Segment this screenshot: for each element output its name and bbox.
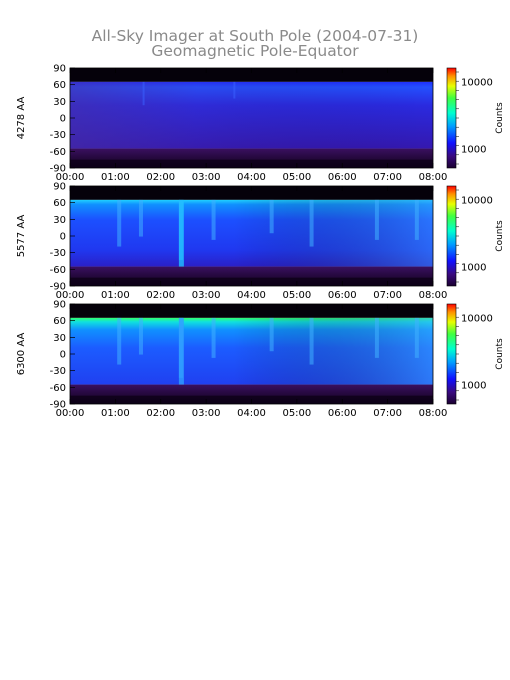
- auroral-streak: [138, 199, 143, 237]
- colorbar-tick-label: 1000: [461, 263, 486, 274]
- y-tick-label: -60: [50, 147, 66, 158]
- y-tick-label: 60: [53, 198, 66, 209]
- auroral-streak: [211, 317, 216, 358]
- colorbar-tick-label: 1000: [461, 145, 486, 156]
- auroral-streak: [178, 199, 184, 267]
- y-tick-label: -90: [50, 164, 66, 175]
- x-tick-label: 05:00: [282, 408, 311, 419]
- y-tick-label: -60: [50, 265, 66, 276]
- x-tick-label: 02:00: [146, 408, 175, 419]
- auroral-streak: [142, 81, 145, 106]
- x-tick-label: 01:00: [101, 408, 130, 419]
- heatmap-band-shading: [70, 317, 433, 385]
- x-tick-label: 08:00: [419, 172, 448, 183]
- x-tick-label: 03:00: [192, 290, 221, 301]
- auroral-streak: [309, 317, 314, 365]
- y-axis-label: 5577 AA: [16, 215, 27, 258]
- x-tick-label: 08:00: [419, 408, 448, 419]
- colorbar: [446, 67, 457, 169]
- colorbar-label: Counts: [495, 220, 505, 252]
- x-tick-label: 08:00: [419, 290, 448, 301]
- x-tick-label: 00:00: [56, 290, 85, 301]
- auroral-streak: [309, 199, 314, 247]
- x-tick-label: 04:00: [237, 290, 266, 301]
- auroral-streak: [269, 199, 274, 234]
- y-tick-label: 30: [53, 215, 66, 226]
- x-tick-label: 04:00: [237, 408, 266, 419]
- auroral-streak: [178, 317, 184, 385]
- x-tick-label: 06:00: [328, 172, 357, 183]
- y-tick-label: -30: [50, 366, 66, 377]
- colorbar-tick-label: 10000: [461, 78, 493, 89]
- colorbar-label: Counts: [495, 102, 505, 134]
- colorbar-tick-label: 10000: [461, 196, 493, 207]
- y-tick-label: 60: [53, 80, 66, 91]
- x-tick-label: 01:00: [101, 290, 130, 301]
- heatmap-band-shading: [70, 81, 433, 149]
- x-tick-label: 05:00: [282, 290, 311, 301]
- y-tick-label: 30: [53, 97, 66, 108]
- y-axis-label: 6300 AA: [16, 333, 27, 376]
- y-tick-label: 30: [53, 333, 66, 344]
- y-tick-label: 90: [53, 64, 66, 75]
- auroral-streak: [138, 317, 143, 355]
- y-tick-label: 90: [53, 182, 66, 193]
- auroral-streak: [117, 317, 122, 365]
- x-tick-label: 06:00: [328, 408, 357, 419]
- y-tick-label: -90: [50, 282, 66, 293]
- chart-subtitle: Geomagnetic Pole-Equator: [151, 42, 359, 60]
- auroral-streak: [233, 81, 236, 99]
- colorbar-tick-label: 10000: [461, 314, 493, 325]
- colorbar: [446, 303, 457, 405]
- x-tick-label: 07:00: [373, 408, 402, 419]
- auroral-streak: [211, 199, 216, 240]
- y-tick-label: -30: [50, 130, 66, 141]
- y-tick-label: -90: [50, 400, 66, 411]
- x-tick-label: 05:00: [282, 172, 311, 183]
- y-tick-label: 0: [60, 114, 66, 125]
- y-tick-label: 0: [60, 350, 66, 361]
- y-tick-label: -30: [50, 248, 66, 259]
- auroral-streak: [269, 317, 274, 352]
- auroral-streak: [414, 317, 419, 358]
- x-tick-label: 00:00: [56, 408, 85, 419]
- x-tick-label: 04:00: [237, 172, 266, 183]
- y-tick-label: 60: [53, 316, 66, 327]
- x-tick-label: 03:00: [192, 172, 221, 183]
- x-tick-label: 06:00: [328, 290, 357, 301]
- colorbar-label: Counts: [495, 338, 505, 370]
- colorbar-tick-label: 1000: [461, 381, 486, 392]
- auroral-streak: [414, 199, 419, 240]
- y-tick-label: 90: [53, 300, 66, 311]
- x-tick-label: 02:00: [146, 290, 175, 301]
- auroral-streak: [374, 199, 379, 240]
- heatmap-band-shading: [70, 199, 433, 267]
- auroral-streak: [374, 317, 379, 358]
- x-tick-label: 07:00: [373, 172, 402, 183]
- y-tick-label: 0: [60, 232, 66, 243]
- x-tick-label: 07:00: [373, 290, 402, 301]
- y-axis-label: 4278 AA: [16, 97, 27, 140]
- x-tick-label: 02:00: [146, 172, 175, 183]
- colorbar: [446, 185, 457, 287]
- x-tick-label: 00:00: [56, 172, 85, 183]
- x-tick-label: 03:00: [192, 408, 221, 419]
- auroral-streak: [117, 199, 122, 247]
- x-tick-label: 01:00: [101, 172, 130, 183]
- y-tick-label: -60: [50, 383, 66, 394]
- chart-title: All-Sky Imager at South Pole (2004-07-31…: [92, 27, 419, 45]
